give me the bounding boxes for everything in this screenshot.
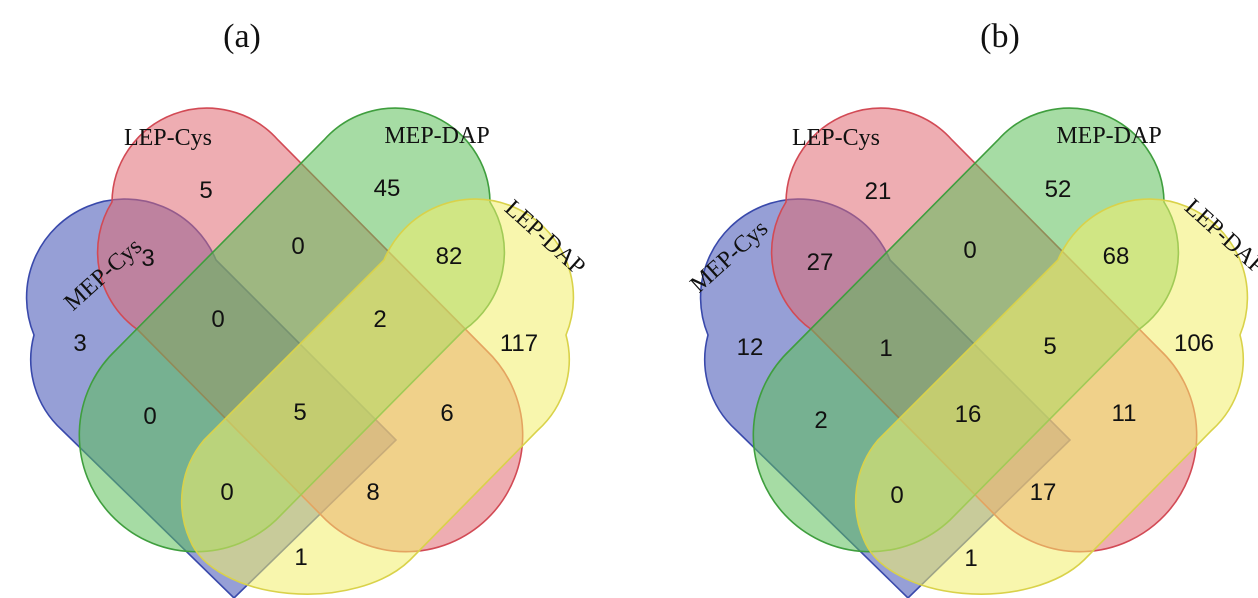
region-count-mep-dap-only: 45 <box>374 175 401 202</box>
set-label-mep-dap: MEP-DAP <box>1056 123 1161 149</box>
region-count-lep-cys-lep-dap: 11 <box>1112 400 1137 427</box>
set-label-lep-cys: LEP-Cys <box>124 125 212 151</box>
region-count-mep-dap-lep-dap: 82 <box>436 243 463 270</box>
panel-letter: (a) <box>223 18 261 55</box>
region-count-mep-cys-only: 3 <box>73 330 86 357</box>
region-count-mep-cys-lep-cys: 3 <box>141 245 154 272</box>
venn-panel-b: (b) MEP-Cys LEP-Cys MEP-DAP LEP-DAP 12 2… <box>685 18 1258 598</box>
set-label-mep-dap: MEP-DAP <box>384 123 489 149</box>
region-count-mep-cys-lep-cys-mep-dap: 1 <box>879 335 892 362</box>
region-count-mep-cys-only: 12 <box>737 334 764 361</box>
region-count-lep-dap-only: 117 <box>500 330 538 357</box>
region-count-mep-cys-lep-dap: 1 <box>964 545 977 572</box>
region-count-mep-cys-lep-cys: 27 <box>807 249 834 276</box>
set-label-lep-cys: LEP-Cys <box>792 125 880 151</box>
region-count-lep-cys-only: 21 <box>865 178 892 205</box>
region-count-lep-cys-only: 5 <box>199 177 212 204</box>
set-shape-lep-dap <box>854 198 1249 595</box>
region-count-mep-cys-mep-dap: 2 <box>814 407 827 434</box>
venn-panel-a: (a) MEP-Cys LEP-Cys MEP-DAP LEP-DAP 3 5 … <box>25 18 590 598</box>
region-count-mep-cys-mep-dap-lep-dap: 0 <box>220 479 233 506</box>
region-count-mep-cys-lep-dap: 1 <box>294 544 307 571</box>
region-count-mep-cys-lep-cys-mep-dap: 0 <box>211 306 224 333</box>
region-count-lep-cys-mep-dap-lep-dap: 5 <box>1043 333 1056 360</box>
region-count-lep-cys-mep-dap-lep-dap: 2 <box>373 306 386 333</box>
region-count-mep-cys-mep-dap: 0 <box>143 403 156 430</box>
panel-letter: (b) <box>980 18 1020 55</box>
region-count-mep-cys-lep-cys-lep-dap: 17 <box>1030 479 1057 506</box>
region-count-mep-dap-only: 52 <box>1045 176 1072 203</box>
region-count-mep-dap-lep-dap: 68 <box>1103 243 1130 270</box>
region-count-lep-dap-only: 106 <box>1174 330 1214 357</box>
region-count-all-four: 5 <box>293 399 306 426</box>
set-shape-lep-dap <box>180 198 575 595</box>
region-count-lep-cys-mep-dap: 0 <box>963 237 976 264</box>
region-count-lep-cys-lep-dap: 6 <box>440 400 453 427</box>
region-count-mep-cys-lep-cys-lep-dap: 8 <box>366 479 379 506</box>
region-count-mep-cys-mep-dap-lep-dap: 0 <box>890 482 903 509</box>
region-count-all-four: 16 <box>955 401 982 428</box>
region-count-lep-cys-mep-dap: 0 <box>291 233 304 260</box>
